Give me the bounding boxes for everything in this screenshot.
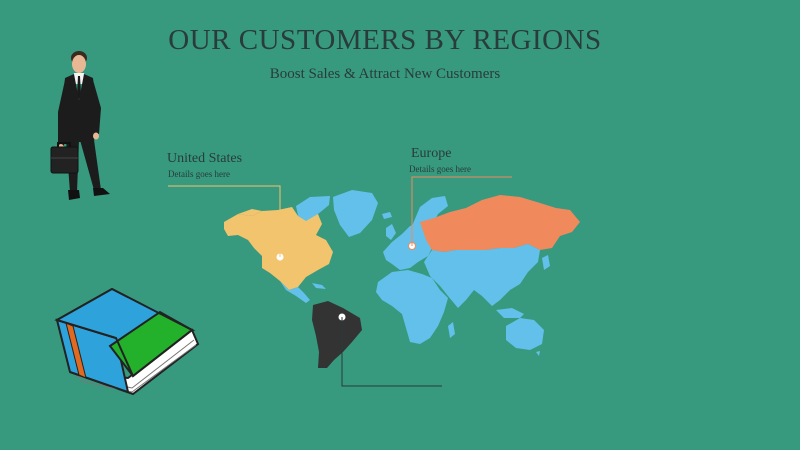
united-states-label: United States — [167, 151, 243, 166]
russia-region — [420, 195, 580, 252]
north-america-region — [224, 207, 333, 290]
central-america-region — [280, 281, 310, 303]
northern-canada-region — [296, 196, 330, 222]
south-america-region — [312, 301, 362, 368]
united-states-leader-line — [168, 185, 281, 257]
europe-details: Details goes here — [409, 164, 471, 174]
slide-subtitle: Boost Sales & Attract New Customers — [269, 66, 501, 82]
south-america-leader-line — [341, 317, 442, 387]
australia-region — [506, 318, 544, 350]
slide-title: OUR CUSTOMERS BY REGIONS — [168, 24, 602, 56]
europe-label: Europe — [411, 146, 452, 161]
united-states-details: Details goes here — [168, 169, 230, 179]
europe-leader-line — [411, 176, 512, 246]
asia-region — [424, 244, 540, 308]
africa-region — [376, 270, 448, 344]
greenland-region — [333, 190, 378, 237]
